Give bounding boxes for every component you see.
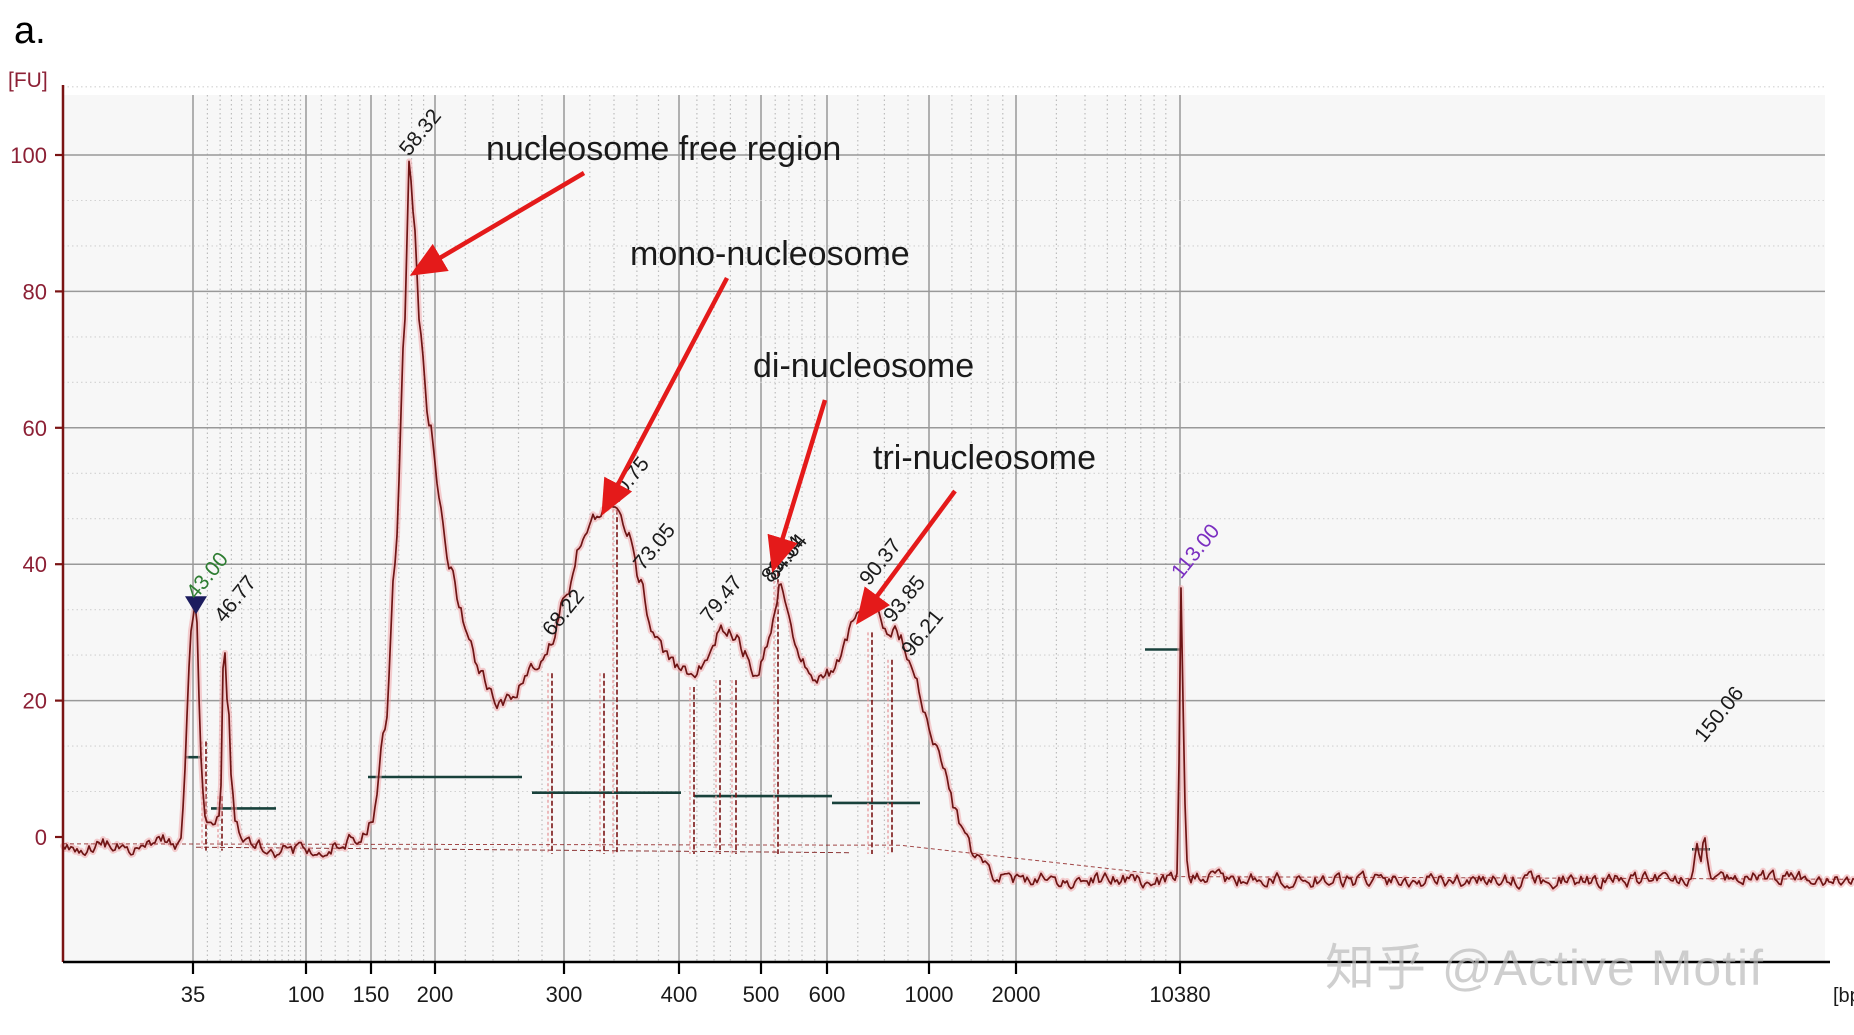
svg-text:20: 20 xyxy=(23,689,47,714)
svg-text:100: 100 xyxy=(10,143,47,168)
svg-text:[FU]: [FU] xyxy=(8,69,48,92)
svg-text:1000: 1000 xyxy=(905,982,954,1007)
svg-text:a.: a. xyxy=(14,10,46,52)
svg-text:500: 500 xyxy=(743,982,780,1007)
svg-text:200: 200 xyxy=(417,982,454,1007)
svg-text:100: 100 xyxy=(288,982,325,1007)
svg-text:mono-nucleosome: mono-nucleosome xyxy=(630,235,910,273)
svg-text:0: 0 xyxy=(35,825,47,850)
svg-text:600: 600 xyxy=(809,982,846,1007)
svg-text:tri-nucleosome: tri-nucleosome xyxy=(873,439,1096,477)
svg-text:10380: 10380 xyxy=(1149,982,1210,1007)
svg-text:60: 60 xyxy=(23,416,47,441)
svg-text:80: 80 xyxy=(23,279,47,304)
svg-text:400: 400 xyxy=(661,982,698,1007)
svg-text:40: 40 xyxy=(23,552,47,577)
svg-text:150: 150 xyxy=(353,982,390,1007)
svg-text:di-nucleosome: di-nucleosome xyxy=(753,347,974,385)
svg-text:nucleosome free region: nucleosome free region xyxy=(486,130,841,168)
svg-text:[bp]: [bp] xyxy=(1833,985,1854,1007)
svg-text:2000: 2000 xyxy=(992,982,1041,1007)
svg-text:300: 300 xyxy=(546,982,583,1007)
svg-text:35: 35 xyxy=(181,982,205,1007)
